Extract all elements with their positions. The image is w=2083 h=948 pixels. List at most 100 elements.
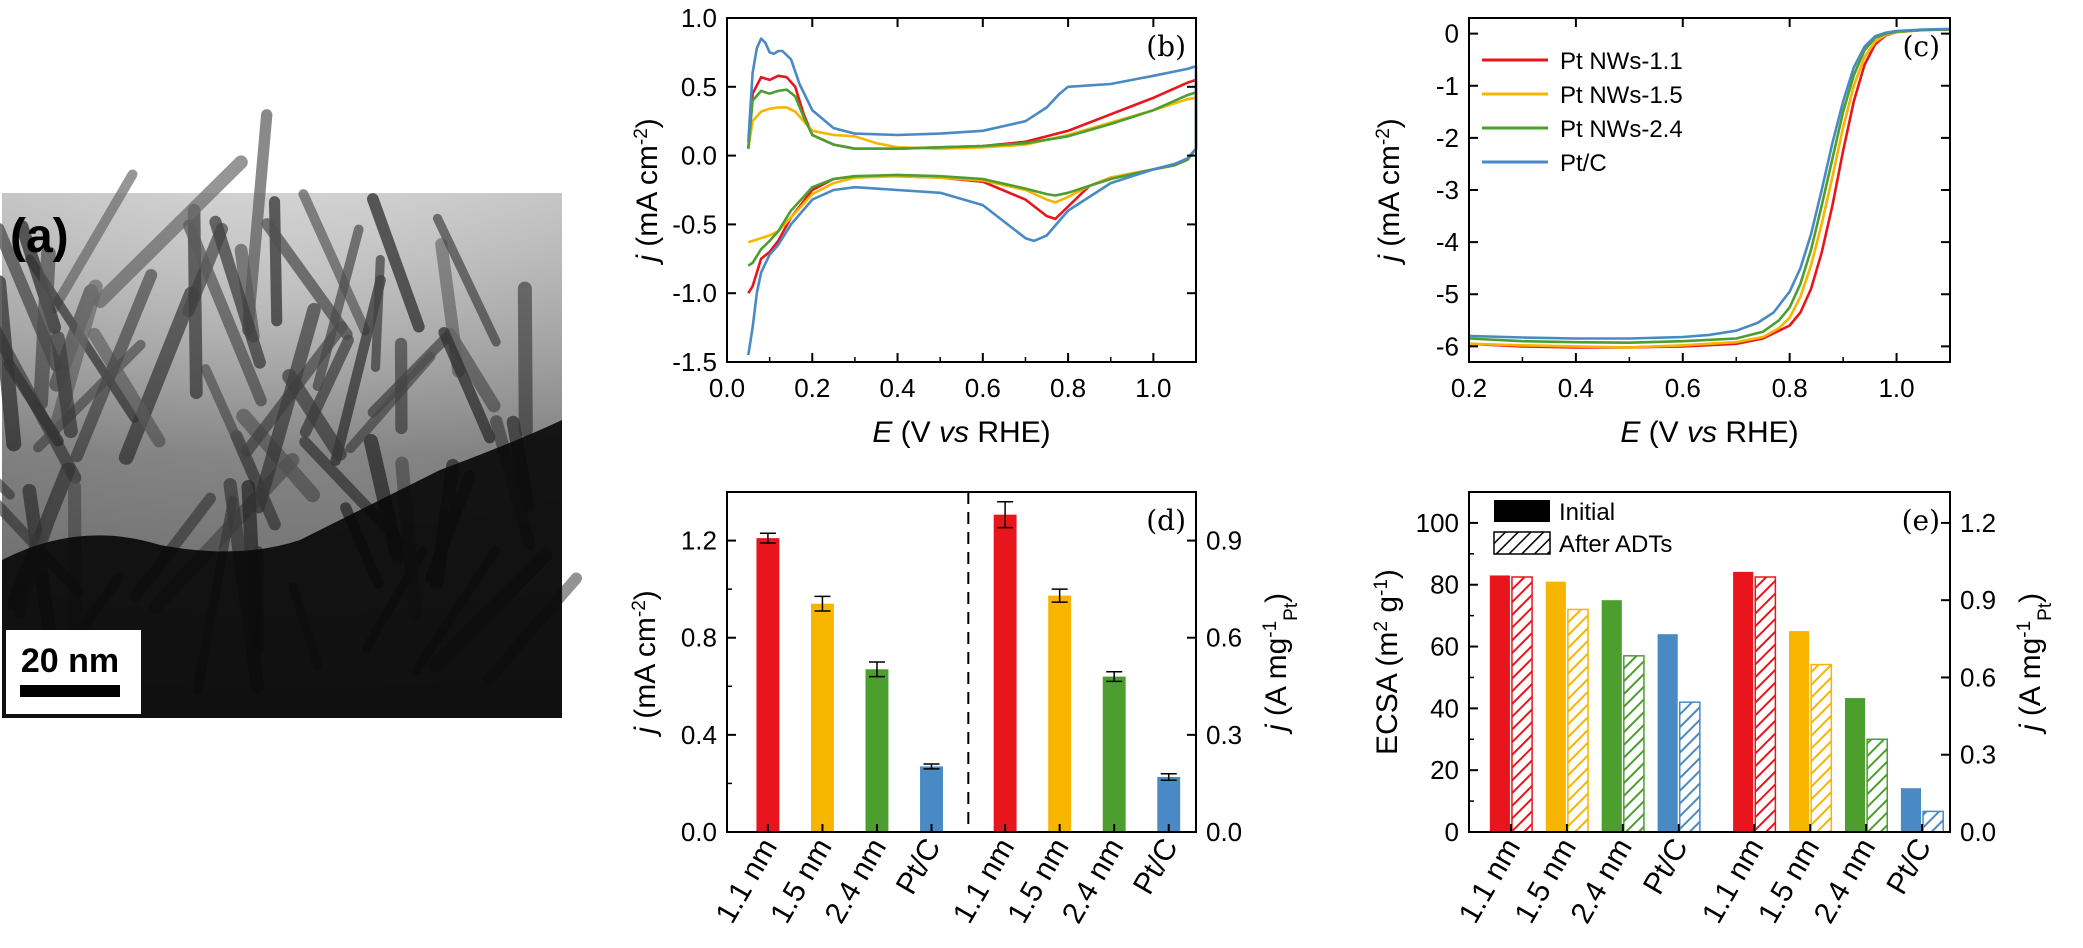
- tem-micrograph: 20 nm (a): [0, 109, 583, 718]
- y-tick-label: 0.8: [681, 623, 717, 653]
- x-tick-label: 0.6: [965, 373, 1001, 403]
- bar-after-adts: [1810, 663, 1833, 833]
- chart-b-cyclic-voltammetry: 0.0 0.2 0.4 0.6 0.8 1.0 -1.5 -1.0 -0.5 0.0 0.5 1.0 E…: [631, 3, 1198, 449]
- bar-initial: [1601, 600, 1622, 832]
- y-tick-label: 40: [1430, 693, 1459, 723]
- panel-label: (b): [1146, 30, 1186, 63]
- x-tick-label: Pt/C: [1637, 833, 1695, 900]
- y-right-tick-label: 1.2: [1960, 508, 1996, 538]
- y-tick-label: 60: [1430, 632, 1459, 662]
- panel-label: (d): [1146, 504, 1186, 537]
- y-right-tick-label: 0.6: [1960, 662, 1996, 692]
- legend-label: After ADTs: [1559, 531, 1672, 558]
- bar-after-adts: [1866, 738, 1888, 833]
- y-axis-title: j (mA cm-2): [1373, 118, 1407, 266]
- bar: [1157, 776, 1181, 832]
- legend-label: Pt/C: [1560, 150, 1607, 177]
- y-tick-label: 0.5: [681, 72, 717, 102]
- bar-after-adts: [1922, 810, 1944, 833]
- bar-initial: [1657, 634, 1678, 832]
- x-tick-label: 0.4: [1558, 373, 1594, 403]
- y-tick-label: -5: [1436, 279, 1459, 309]
- bar-after-adts: [1567, 608, 1589, 833]
- legend-label: Initial: [1559, 499, 1615, 526]
- x-tick-label: 0.2: [1451, 373, 1487, 403]
- x-axis-title: E (V vs RHE): [1620, 416, 1798, 449]
- x-axis-title: E (V vs RHE): [872, 416, 1050, 449]
- y-tick-label: -3: [1436, 175, 1459, 205]
- bar-initial: [1733, 571, 1754, 832]
- chart-d-activity-bars: 0.00.40.81.20.00.30.60.91.1 nm1.5 nm2.4 …: [629, 491, 1302, 929]
- x-tick-label: Pt/C: [1880, 833, 1938, 900]
- y-tick-label: -6: [1436, 331, 1459, 361]
- bar: [920, 766, 943, 832]
- y-tick-label: 0.0: [681, 141, 717, 171]
- plot-frame: [1468, 17, 1951, 363]
- chart-e-ecsa-bars: Initial After ADTs 0 20 40 60 80 100 0.0 0.3 0.6 0.…: [1371, 491, 2056, 929]
- y-tick-label: 0: [1445, 19, 1459, 49]
- legend-swatch-after-adts: [1493, 531, 1551, 555]
- bar-after-adts: [1678, 701, 1701, 833]
- y-right-tick-label: 0.0: [1960, 817, 1996, 847]
- y-tick-label: -4: [1436, 227, 1459, 257]
- x-tick-label: 0.2: [794, 373, 830, 403]
- bar: [1048, 595, 1072, 832]
- y-right-tick-label: 0.9: [1206, 526, 1242, 556]
- y-axis-title: j (mA cm-2): [631, 118, 665, 266]
- bar-after-adts: [1623, 655, 1645, 833]
- bar: [756, 538, 780, 832]
- series-line-pt-nws-1-1: [747, 74, 1198, 294]
- legend-swatch-initial: [1494, 500, 1550, 522]
- plot-frame: [726, 17, 1197, 363]
- bar: [1102, 676, 1126, 832]
- bar: [810, 603, 834, 832]
- panel-label: (e): [1902, 504, 1940, 537]
- y-tick-label: 0.0: [681, 817, 717, 847]
- bar: [865, 669, 889, 832]
- bar-initial: [1844, 698, 1866, 832]
- y-tick-label: 1.2: [681, 526, 717, 556]
- bar-after-adts: [1511, 576, 1533, 833]
- bar-initial: [1900, 788, 1922, 832]
- series-line-pt-nws-1-1: [1468, 28, 1951, 349]
- y-right-tick-label: 0.9: [1960, 585, 1996, 615]
- y-right-tick-label: 0.3: [1960, 740, 1996, 770]
- series-line-pt-c: [747, 37, 1198, 356]
- chart-c-orr-polarization: 0.2 0.4 0.6 0.8 1.0 -6 -5 -4 -3 -2 -1 0 E (V vs RHE)…: [1373, 17, 1951, 449]
- x-tick-label: Pt/C: [890, 833, 948, 900]
- legend-label: Pt NWs-2.4: [1560, 116, 1683, 143]
- x-tick-label: 0.8: [1772, 373, 1808, 403]
- y-tick-label: 0.4: [681, 720, 717, 750]
- series-line-pt-nws-2-4: [1468, 28, 1951, 345]
- y-tick-label: -2: [1436, 123, 1459, 153]
- scale-bar-label: 20 nm: [21, 642, 119, 680]
- y-right-axis-title: j (A mg-1Pt): [1260, 593, 1302, 735]
- legend-label: Pt NWs-1.5: [1560, 82, 1683, 109]
- y-tick-label: 20: [1430, 755, 1459, 785]
- y-right-tick-label: 0.3: [1206, 720, 1242, 750]
- y-right-axis-title: j (A mg-1Pt): [2014, 593, 2056, 735]
- y-axis-title: ECSA (m2 g-1): [1371, 569, 1405, 755]
- x-tick-label: 0.4: [879, 373, 915, 403]
- y-right-tick-label: 0.6: [1206, 623, 1242, 653]
- y-tick-label: 1.0: [681, 3, 717, 33]
- x-tick-label: 1.0: [1878, 373, 1914, 403]
- y-tick-label: -1: [1436, 71, 1459, 101]
- x-tick-label: 0.8: [1050, 373, 1086, 403]
- y-tick-label: -0.5: [672, 209, 717, 239]
- bar-initial: [1789, 631, 1810, 832]
- y-tick-label: 80: [1430, 570, 1459, 600]
- series-line-pt-nws-1-5: [1468, 28, 1951, 349]
- plot-frame: [726, 491, 1197, 833]
- plot-frame: [1468, 491, 1951, 833]
- y-axis-title: j (mA cm-2): [629, 590, 663, 738]
- scale-bar: [20, 685, 120, 697]
- legend-label: Pt NWs-1.1: [1560, 48, 1683, 75]
- panel-a-label: (a): [10, 210, 69, 263]
- x-tick-label: Pt/C: [1127, 833, 1185, 900]
- x-tick-label: 0.6: [1665, 373, 1701, 403]
- x-tick-label: 1.0: [1135, 373, 1171, 403]
- y-tick-label: 0: [1445, 817, 1459, 847]
- bar-after-adts: [1754, 576, 1777, 833]
